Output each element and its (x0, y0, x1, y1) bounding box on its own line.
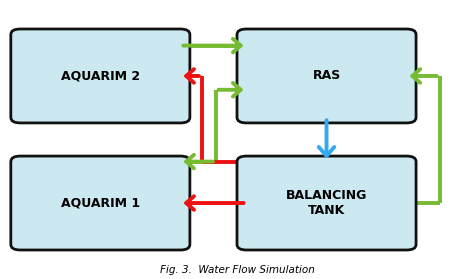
FancyBboxPatch shape (11, 29, 190, 123)
FancyBboxPatch shape (11, 156, 190, 250)
Text: AQUARIM 1: AQUARIM 1 (61, 196, 140, 210)
Text: Fig. 3.  Water Flow Simulation: Fig. 3. Water Flow Simulation (160, 265, 314, 275)
Text: RAS: RAS (312, 69, 341, 83)
FancyBboxPatch shape (237, 29, 416, 123)
Text: BALANCING
TANK: BALANCING TANK (286, 189, 367, 217)
Text: AQUARIM 2: AQUARIM 2 (61, 69, 140, 83)
FancyBboxPatch shape (237, 156, 416, 250)
